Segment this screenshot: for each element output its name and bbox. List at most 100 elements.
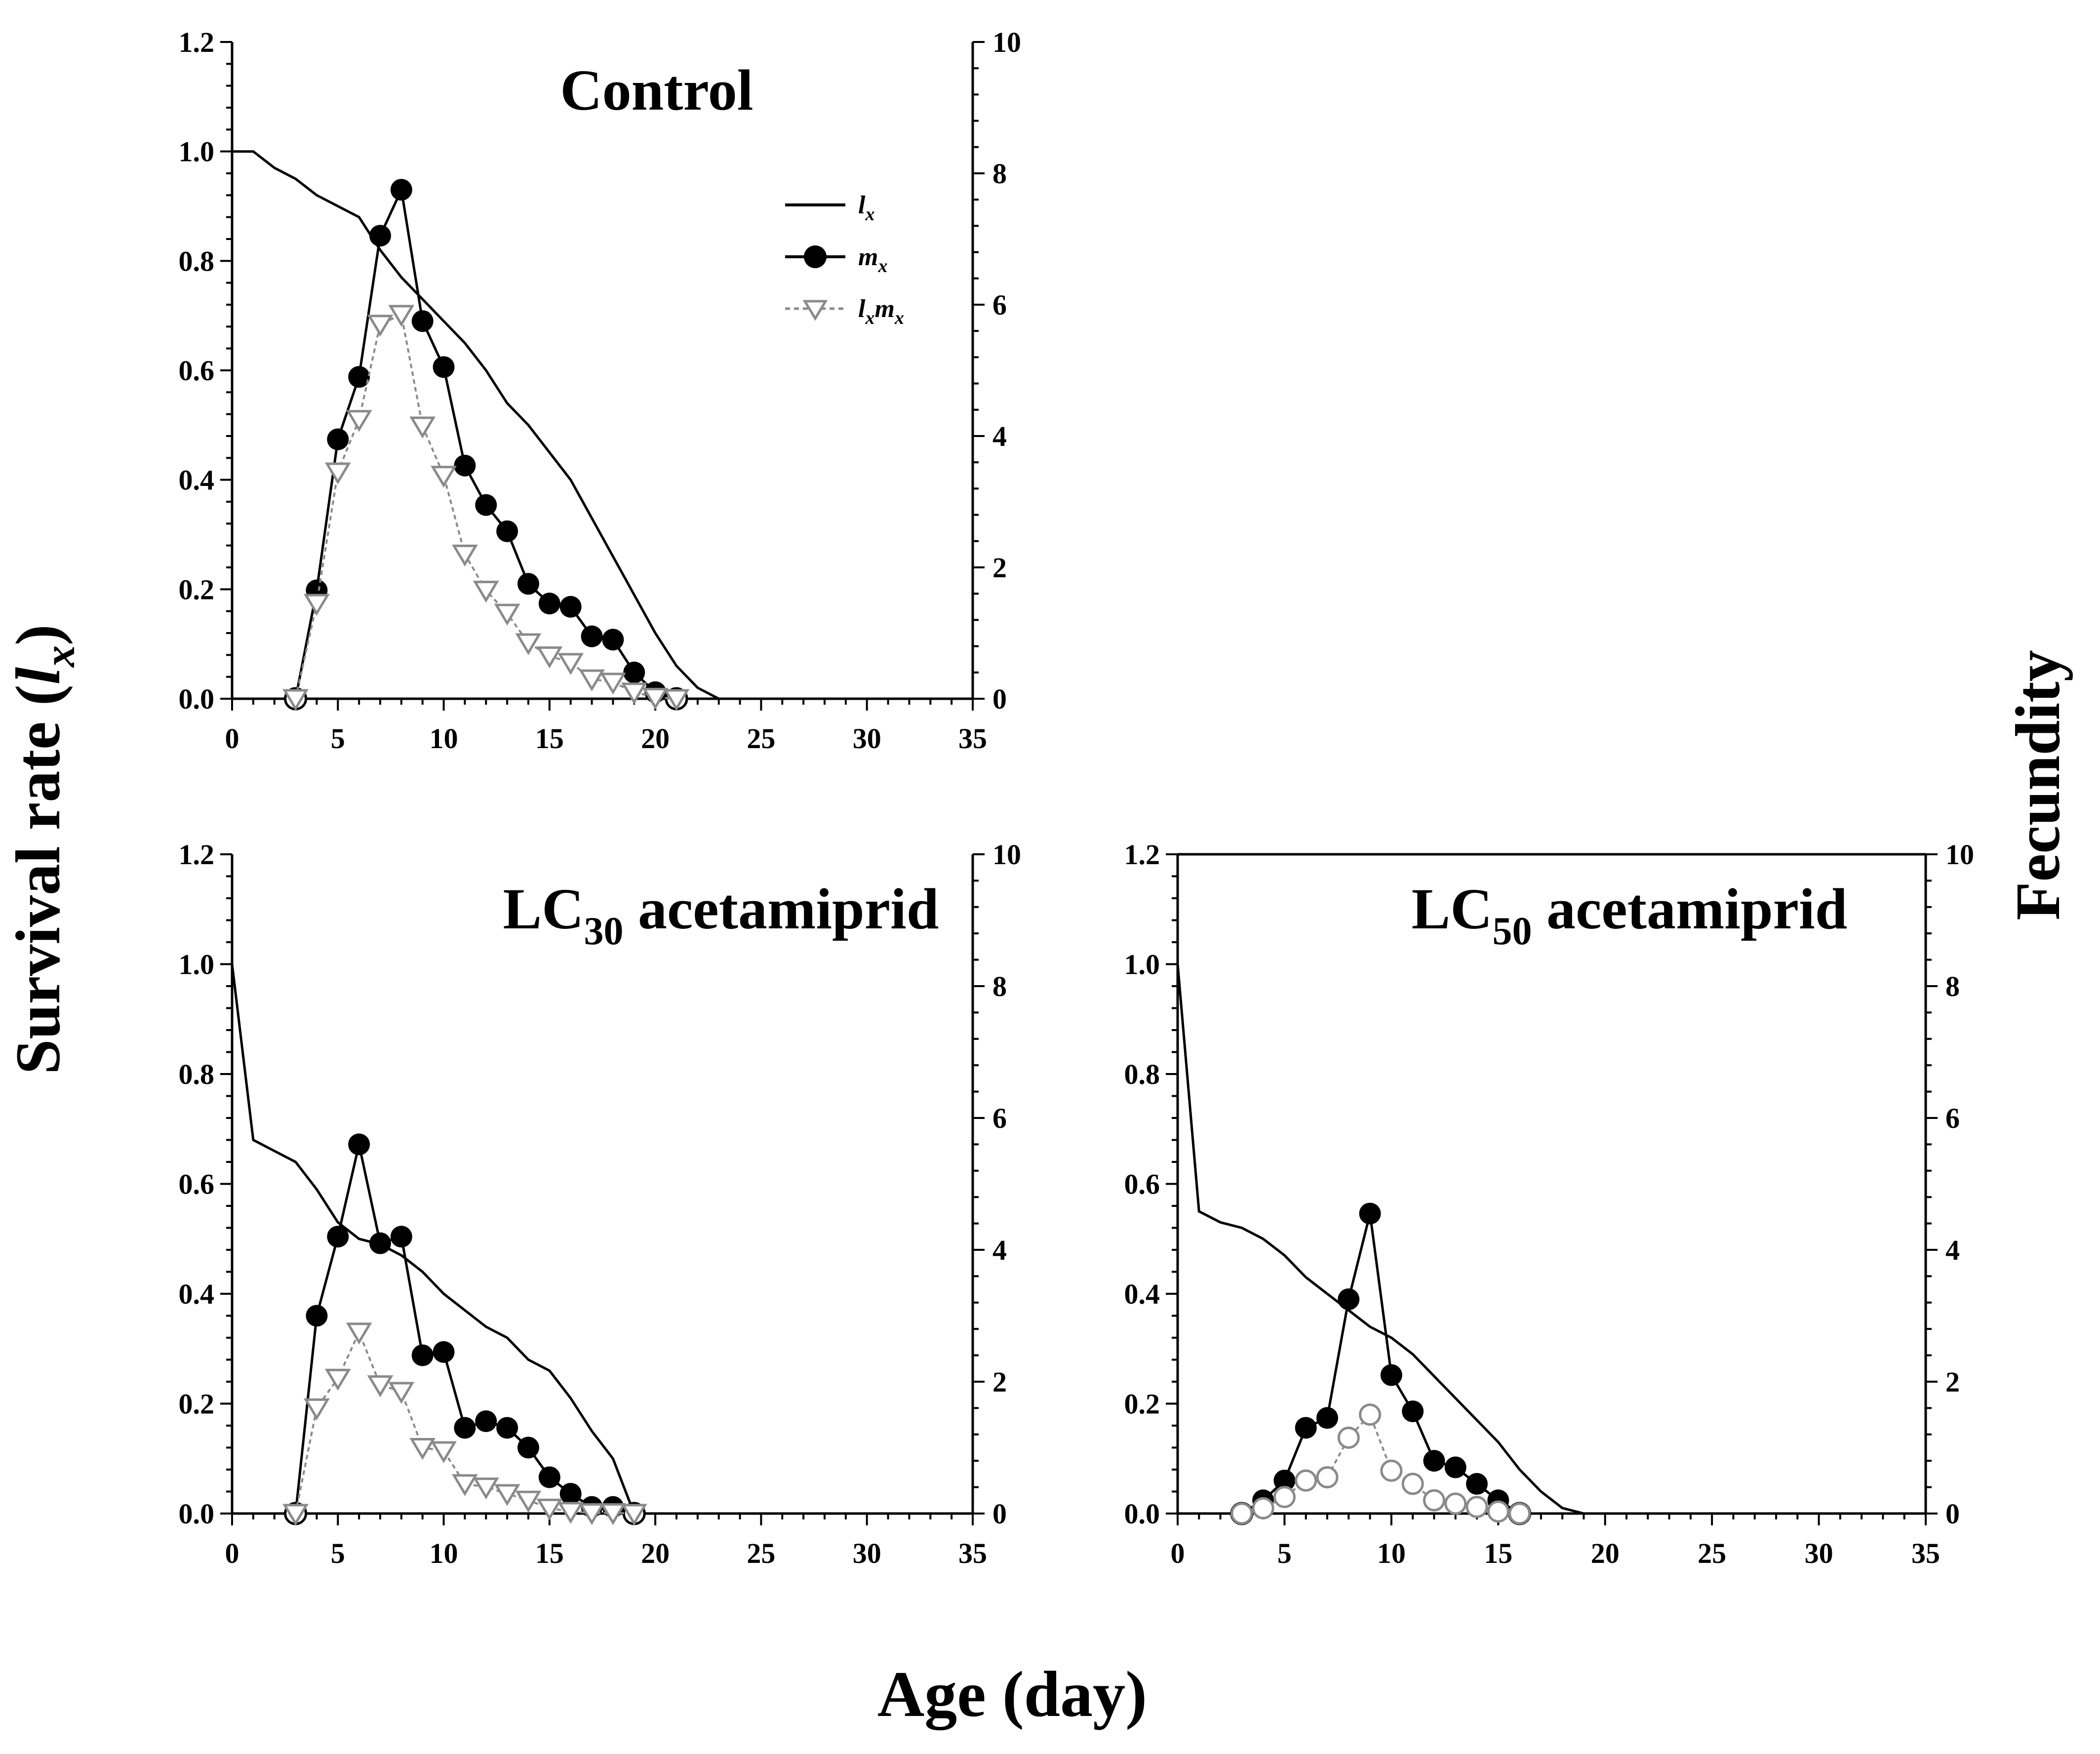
x-tick-label: 0: [225, 722, 239, 755]
lxmx-point: [515, 1490, 542, 1513]
x-tick-label: 30: [1805, 1537, 1833, 1569]
lxmx-point: [324, 462, 351, 485]
x-tick-label: 30: [853, 1537, 881, 1569]
lxmx-point: [1252, 1497, 1274, 1519]
y2-tick-label: 6: [1945, 1102, 1960, 1134]
y-tick-label: 1.2: [179, 26, 215, 58]
y2-tick-label: 0: [992, 1498, 1007, 1530]
y-tick-label: 0.8: [179, 1058, 215, 1090]
legend-lxmx-marker: [802, 300, 828, 321]
lx-line: [231, 964, 645, 1515]
y2-tick-label: 4: [992, 420, 1007, 452]
lxmx-point: [452, 544, 478, 567]
x-tick-label: 20: [641, 1537, 670, 1569]
lxmx-point: [1508, 1502, 1531, 1525]
lxmx-point: [473, 581, 499, 603]
x-tick-label: 25: [1698, 1537, 1726, 1569]
lxmx-point: [536, 1498, 563, 1521]
lxmx-point: [1230, 1502, 1253, 1525]
panel-lc30: 0 5 10 15 20 25 30 35 0.0 0.2 0.4 0.6 0.8 1.0 1.2 0 2 4 6 8…: [179, 838, 1022, 1569]
mx-point: [517, 573, 539, 595]
mx-point: [496, 520, 518, 542]
lxmx-point: [579, 1503, 605, 1525]
lxmx-point: [388, 1382, 415, 1404]
mx-point: [1466, 1473, 1488, 1495]
x-tick-label: 5: [331, 1537, 345, 1569]
lxmx-point: [409, 416, 436, 438]
x-tick-label: 5: [331, 722, 345, 755]
x-tick-label: 20: [641, 722, 670, 755]
y-tick-label: 0.4: [179, 1278, 215, 1310]
lxmx-point: [600, 1503, 626, 1525]
lxmx-point: [1380, 1459, 1403, 1482]
mx-point: [475, 1410, 497, 1433]
y2-tick-label: 10: [1945, 838, 1974, 871]
x-tick-label: 20: [1591, 1537, 1620, 1569]
x-tick-label: 5: [1277, 1537, 1292, 1569]
mx-point: [306, 1305, 328, 1327]
y-tick-label: 0.2: [179, 1388, 215, 1420]
lxmx-point: [431, 1441, 457, 1464]
lxmx-point: [663, 689, 690, 711]
lxmx-point: [1316, 1466, 1339, 1489]
mx-point: [369, 225, 391, 247]
mx-point: [1423, 1450, 1445, 1472]
lxmx-point: [388, 305, 415, 327]
mx-point: [348, 1133, 370, 1156]
y-tick-label: 0.6: [179, 355, 215, 387]
lxmx-point: [431, 466, 457, 488]
y-tick-label: 0.8: [1124, 1058, 1160, 1090]
x-tick-label: 35: [958, 1537, 987, 1569]
x-tick-label: 35: [1911, 1537, 1940, 1569]
mx-point: [559, 596, 582, 618]
y2-tick-label: 2: [992, 552, 1007, 584]
lx-line: [1176, 964, 1585, 1515]
lxmx-line: [294, 1329, 634, 1515]
x-tick-label: 30: [853, 722, 881, 755]
mx-point: [602, 629, 624, 651]
x-tick-label: 0: [1171, 1537, 1185, 1569]
mx-point: [327, 1226, 349, 1248]
y-tick-label: 0.0: [1124, 1498, 1160, 1530]
x-axis-label: Age (day): [877, 1658, 1147, 1730]
y-tick-label: 0.4: [1124, 1278, 1160, 1310]
lxmx-point: [600, 673, 626, 695]
legend-lx-label: lx: [858, 191, 874, 225]
lxmx-point: [346, 410, 372, 432]
lxmx-point: [1444, 1492, 1467, 1515]
mx-point: [1338, 1288, 1360, 1311]
x-tick-label: 10: [1377, 1537, 1406, 1569]
panel-title-lc30: LC30 acetamiprid: [503, 877, 939, 953]
lxmx-point: [473, 1477, 499, 1500]
lxmx-point: [515, 633, 542, 655]
y2-tick-label: 6: [992, 1102, 1007, 1134]
mx-point: [538, 593, 560, 615]
y-axis-label: Survival rate (lx): [3, 624, 84, 1074]
mx-point: [496, 1417, 518, 1439]
y-tick-label: 1.0: [179, 949, 215, 981]
lxmx-point: [1423, 1489, 1445, 1512]
lxmx-point: [494, 1484, 520, 1506]
mx-point: [390, 1226, 412, 1248]
lxmx-point: [1401, 1473, 1424, 1495]
x-tick-label: 15: [535, 722, 564, 755]
y2-tick-label: 2: [992, 1366, 1007, 1398]
mx-point: [623, 661, 645, 683]
lxmx-point: [452, 1474, 478, 1496]
mx-point: [348, 366, 370, 388]
mx-point: [475, 494, 497, 516]
lxmx-point: [1337, 1426, 1360, 1449]
lxmx-point: [324, 1368, 351, 1391]
mx-point: [538, 1466, 560, 1488]
mx-line: [294, 185, 677, 700]
y-tick-label: 0.6: [1124, 1168, 1160, 1200]
lxmx-point: [282, 689, 309, 711]
mx-point: [433, 356, 455, 378]
mx-line: [294, 1144, 635, 1515]
y-tick-label: 0.2: [1124, 1388, 1160, 1420]
y-tick-label: 0.8: [179, 245, 215, 277]
y2-tick-label: 10: [992, 26, 1021, 58]
y2-tick-label: 8: [992, 970, 1007, 1002]
mx-point: [1402, 1400, 1424, 1423]
mx-point: [390, 179, 412, 201]
